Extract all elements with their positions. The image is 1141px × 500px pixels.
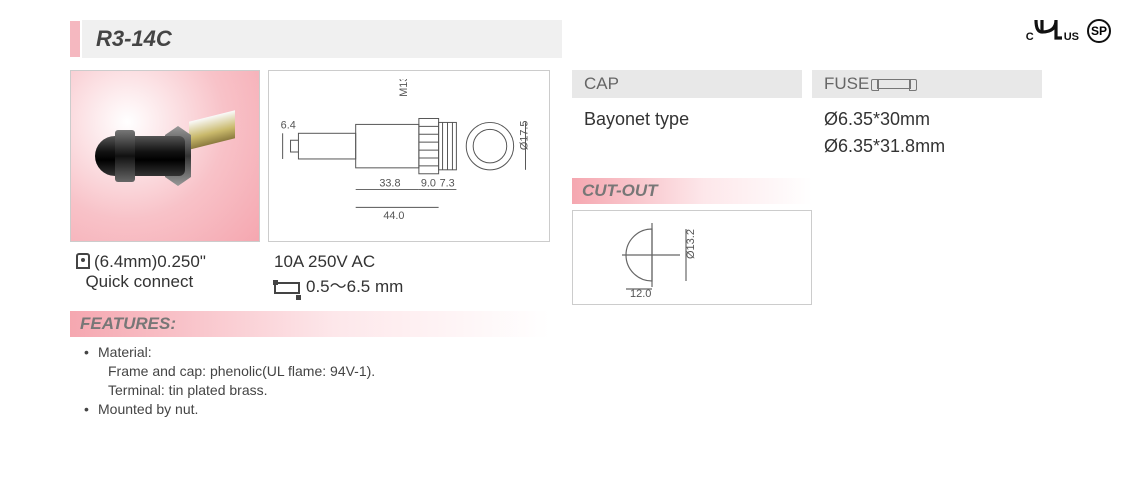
dim-term-h: 6.4 — [281, 119, 296, 131]
electrical-spec: 10A 250V AC 0.5～6.5 mm — [268, 248, 550, 301]
feature-mount: Mounted by nut. — [88, 400, 540, 419]
cap-section: CAP Bayonet type — [572, 70, 802, 168]
dim-body: 33.8 — [379, 178, 400, 190]
dim-cap: 7.3 — [440, 178, 455, 190]
image-row: 33.8 9.0 7.3 44.0 6.4 M13*1.0 Ø17.5 — [70, 70, 550, 242]
terminal-spec: (6.4mm)0.250" Quick connect — [70, 248, 260, 301]
dim-thread: M13*1.0 — [398, 79, 410, 97]
cap-value: Bayonet type — [572, 98, 802, 141]
fuse-values: Ø6.35*30mm Ø6.35*31.8mm — [812, 98, 1042, 168]
spec-row: (6.4mm)0.250" Quick connect 10A 250V AC … — [70, 248, 550, 301]
right-column: CAP Bayonet type FUSE Ø6.35*30mm Ø6.35*3… — [572, 70, 1042, 419]
cap-header: CAP — [572, 70, 802, 98]
ul-mark-icon: C US — [1026, 18, 1079, 43]
fuse-section: FUSE Ø6.35*30mm Ø6.35*31.8mm — [812, 70, 1042, 168]
terminal-icon — [76, 253, 90, 269]
feature-material-terminal: Terminal: tin plated brass. — [88, 381, 540, 400]
cutout-height: Ø13.2 — [685, 229, 697, 259]
model-number: R3-14C — [82, 20, 562, 58]
dim-hex: 9.0 — [421, 178, 436, 190]
dim-overall: 44.0 — [383, 210, 404, 222]
datasheet-page: R3-14C C US SP — [0, 0, 1141, 439]
features-header: FEATURES: — [70, 311, 550, 337]
csa-mark-icon: SP — [1087, 19, 1111, 43]
features-list: Material: Frame and cap: phenolic(UL fla… — [70, 337, 550, 419]
feature-material-frame: Frame and cap: phenolic(UL flame: 94V-1)… — [88, 362, 540, 381]
fuse-header: FUSE — [812, 70, 1042, 98]
fuse-icon — [877, 79, 911, 89]
technical-drawing: 33.8 9.0 7.3 44.0 6.4 M13*1.0 Ø17.5 — [268, 70, 550, 242]
panel-thickness-icon — [274, 282, 300, 294]
certification-row: C US SP — [1026, 18, 1111, 43]
title-accent — [70, 21, 80, 57]
product-photo — [70, 70, 260, 242]
cutout-width: 12.0 — [630, 288, 651, 297]
title-bar: R3-14C — [70, 20, 1071, 58]
feature-material: Material: — [88, 343, 540, 362]
cutout-drawing: 12.0 Ø13.2 — [572, 210, 812, 305]
dim-cap-dia: Ø17.5 — [518, 121, 530, 151]
cap-fuse-row: CAP Bayonet type FUSE Ø6.35*30mm Ø6.35*3… — [572, 70, 1042, 168]
main-content: 33.8 9.0 7.3 44.0 6.4 M13*1.0 Ø17.5 (6.4… — [70, 70, 1071, 419]
fuse-holder-render — [95, 116, 235, 196]
left-column: 33.8 9.0 7.3 44.0 6.4 M13*1.0 Ø17.5 (6.4… — [70, 70, 550, 419]
cutout-header: CUT-OUT — [572, 178, 812, 204]
